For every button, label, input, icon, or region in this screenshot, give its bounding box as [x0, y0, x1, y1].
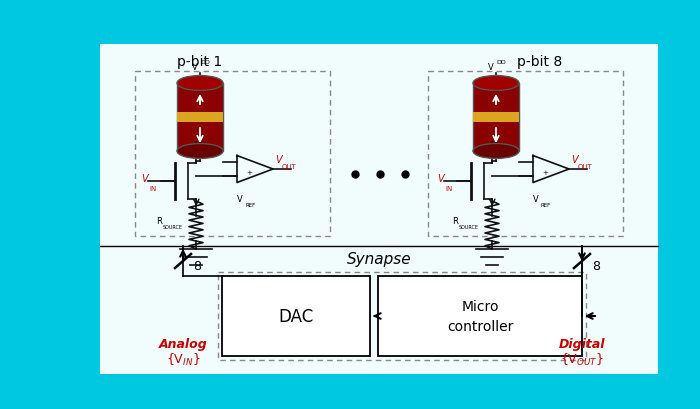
Text: OUT: OUT — [282, 164, 297, 170]
Text: V: V — [275, 155, 281, 164]
Text: Micro
controller: Micro controller — [447, 299, 513, 333]
Text: +: + — [246, 169, 253, 175]
Text: Digital: Digital — [559, 338, 606, 351]
Text: DAC: DAC — [279, 307, 314, 325]
Text: V: V — [488, 63, 494, 72]
Text: R: R — [156, 217, 162, 226]
Text: IN: IN — [445, 186, 452, 191]
Text: {V$_{OUT}$}: {V$_{OUT}$} — [560, 351, 604, 367]
Text: REF: REF — [541, 203, 551, 208]
Text: IN: IN — [149, 186, 156, 191]
Text: +: + — [542, 169, 549, 175]
Text: DD: DD — [496, 61, 505, 65]
Bar — [378, 276, 582, 356]
Text: SOURCE: SOURCE — [163, 225, 183, 230]
Bar — [218, 272, 586, 360]
Bar — [428, 72, 623, 236]
Bar — [177, 84, 223, 152]
Text: V: V — [438, 173, 444, 184]
Text: Analog: Analog — [159, 338, 207, 351]
Ellipse shape — [177, 144, 223, 159]
Text: V: V — [571, 155, 577, 164]
Text: {V$_{IN}$}: {V$_{IN}$} — [166, 351, 200, 367]
Text: DD: DD — [200, 61, 210, 65]
Text: p-bit 8: p-bit 8 — [517, 55, 563, 69]
Text: REF: REF — [245, 203, 255, 208]
Bar — [177, 112, 223, 123]
Bar — [473, 84, 519, 152]
Text: Synapse: Synapse — [346, 252, 412, 267]
Bar — [100, 45, 658, 374]
Text: 8: 8 — [592, 260, 600, 273]
Ellipse shape — [473, 76, 519, 91]
Ellipse shape — [473, 144, 519, 159]
Text: 8: 8 — [193, 260, 201, 273]
Ellipse shape — [177, 76, 223, 91]
Bar — [222, 276, 370, 356]
Bar — [473, 112, 519, 123]
Text: p-bit 1: p-bit 1 — [177, 55, 223, 69]
Text: OUT: OUT — [578, 164, 593, 170]
Bar — [135, 72, 330, 236]
Text: R: R — [452, 217, 458, 226]
Text: V: V — [141, 173, 148, 184]
Text: V: V — [533, 195, 539, 204]
Text: SOURCE: SOURCE — [459, 225, 479, 230]
Text: V: V — [193, 63, 198, 72]
Text: V: V — [237, 195, 243, 204]
